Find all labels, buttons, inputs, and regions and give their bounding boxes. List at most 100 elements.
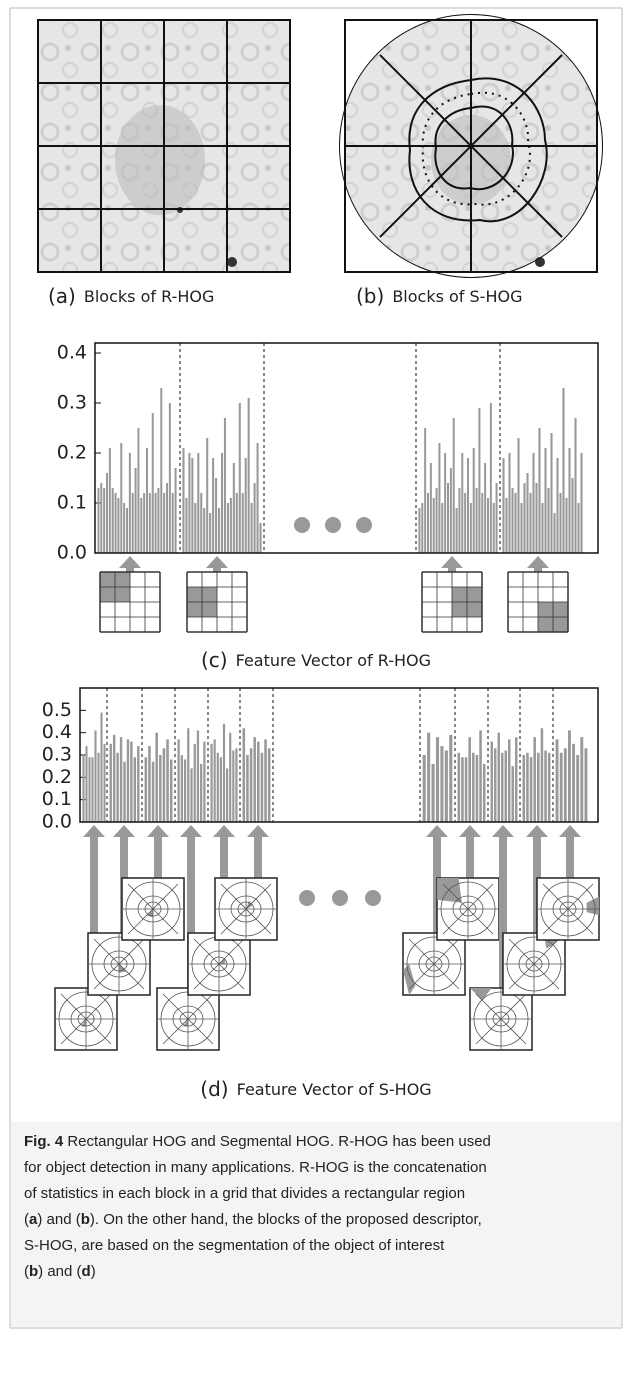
shog-line: [542, 883, 594, 935]
bar: [163, 493, 166, 553]
bar: [128, 453, 131, 553]
bar: [440, 746, 444, 822]
bar: [484, 463, 487, 553]
bar: [522, 755, 526, 822]
bar: [131, 493, 134, 553]
bar: [109, 743, 112, 822]
bar: [144, 757, 148, 822]
bar: [505, 498, 508, 553]
bar: [520, 503, 523, 553]
bar: [494, 748, 497, 822]
bar: [497, 732, 500, 822]
bar: [143, 493, 146, 553]
y-tick-label: 0.2: [42, 766, 72, 788]
bar: [120, 443, 123, 553]
caption-text: b: [81, 1211, 90, 1228]
bar: [166, 483, 168, 553]
bar: [431, 763, 435, 822]
y-tick-label: 0.1: [42, 788, 72, 810]
bar: [472, 752, 475, 822]
caption-text: b: [29, 1263, 38, 1280]
bar: [421, 503, 424, 553]
y-tick-label: 0.3: [42, 744, 72, 766]
bar: [203, 508, 206, 553]
bar: [422, 755, 426, 822]
bar: [452, 418, 455, 553]
bar: [85, 746, 88, 822]
bar: [544, 448, 547, 553]
bar: [469, 503, 472, 553]
caption-text: Rectangular HOG and Segmental HOG. R-HOG…: [63, 1133, 491, 1150]
arrow-head: [492, 825, 514, 837]
shog-line: [162, 993, 214, 1045]
bar: [108, 448, 111, 553]
shog-line: [475, 993, 527, 1045]
bar: [444, 453, 447, 553]
bar: [130, 741, 133, 822]
bar: [571, 478, 574, 553]
bar: [91, 757, 94, 822]
caption-text: (: [24, 1211, 29, 1228]
bar: [114, 493, 117, 553]
bar: [541, 503, 544, 553]
y-tick-label: 0.3: [57, 392, 87, 414]
bar: [514, 493, 517, 553]
bar: [247, 398, 250, 553]
bar: [100, 483, 103, 553]
chart-title: Feature Vector of R-HOG: [236, 651, 431, 670]
chart-caption: (c) Feature Vector of R-HOG: [201, 648, 431, 672]
bar: [537, 752, 540, 822]
bar: [533, 737, 536, 822]
bar: [185, 498, 188, 553]
bar: [487, 498, 489, 553]
bar: [259, 523, 262, 553]
bar: [468, 737, 471, 822]
bar: [502, 458, 505, 553]
shog-contour: [179, 1011, 197, 1027]
bar: [495, 483, 498, 553]
bar: [257, 741, 260, 822]
bar: [194, 503, 197, 553]
bar: [508, 453, 511, 553]
arrow-shaft: [126, 566, 134, 572]
bar: [103, 488, 106, 553]
bar: [100, 712, 103, 822]
bar: [492, 503, 495, 553]
bar: [203, 741, 206, 822]
bar: [515, 737, 518, 822]
bar: [134, 468, 137, 553]
shog-contour: [144, 901, 162, 917]
shog-contour: [137, 895, 169, 923]
bar: [550, 433, 553, 553]
bar: [479, 730, 482, 822]
bar: [103, 743, 106, 822]
caption-line: (b) and (d): [24, 1263, 96, 1280]
shog-line: [220, 883, 272, 935]
bar: [517, 438, 520, 553]
bar: [553, 513, 556, 553]
bar: [250, 503, 253, 553]
bar: [148, 746, 151, 822]
shog-highlight: [246, 900, 253, 909]
bar: [196, 730, 200, 822]
caption-text: ). On the other hand, the blocks of the …: [90, 1211, 482, 1228]
arrow-shaft: [90, 835, 98, 988]
arrow-shaft: [499, 835, 507, 988]
arrow-shaft: [254, 835, 262, 878]
shog-contour: [485, 1005, 517, 1033]
bar: [191, 458, 194, 553]
shog-circle: [218, 881, 274, 937]
bar: [177, 739, 180, 822]
y-tick-label: 0.4: [57, 342, 87, 364]
bar: [106, 473, 108, 553]
bar: [229, 732, 232, 822]
bar: [481, 493, 484, 553]
caption-text: (: [24, 1263, 29, 1280]
ellipsis-dot: [356, 517, 372, 533]
shog-line: [127, 883, 179, 935]
bar: [126, 508, 128, 553]
bar: [119, 737, 123, 822]
bar: [166, 739, 169, 822]
caption-text: d: [82, 1263, 91, 1280]
arrow-head: [459, 825, 481, 837]
